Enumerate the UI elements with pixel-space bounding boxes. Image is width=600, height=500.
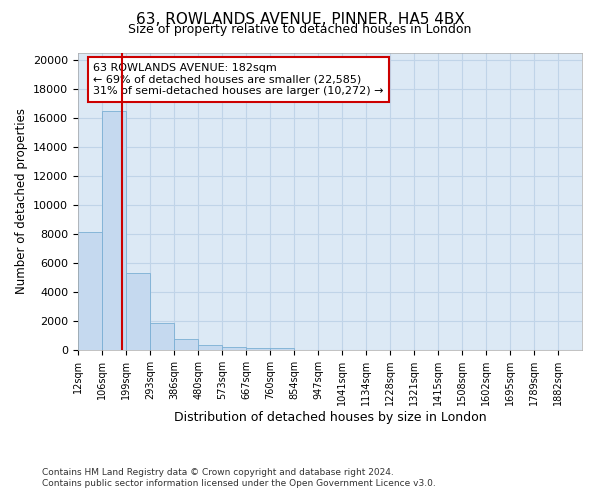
Text: 63, ROWLANDS AVENUE, PINNER, HA5 4BX: 63, ROWLANDS AVENUE, PINNER, HA5 4BX — [136, 12, 464, 28]
Bar — [222, 347, 246, 350]
Bar — [150, 323, 174, 350]
Bar — [270, 348, 294, 350]
Bar — [198, 346, 222, 350]
Bar — [126, 273, 150, 350]
Text: Contains HM Land Registry data © Crown copyright and database right 2024.
Contai: Contains HM Land Registry data © Crown c… — [42, 468, 436, 487]
Bar — [246, 348, 270, 350]
Bar — [102, 110, 126, 350]
X-axis label: Distribution of detached houses by size in London: Distribution of detached houses by size … — [173, 411, 487, 424]
Bar — [174, 339, 198, 350]
Y-axis label: Number of detached properties: Number of detached properties — [14, 108, 28, 294]
Bar — [78, 232, 102, 350]
Text: 63 ROWLANDS AVENUE: 182sqm
← 69% of detached houses are smaller (22,585)
31% of : 63 ROWLANDS AVENUE: 182sqm ← 69% of deta… — [93, 63, 383, 96]
Text: Size of property relative to detached houses in London: Size of property relative to detached ho… — [128, 22, 472, 36]
